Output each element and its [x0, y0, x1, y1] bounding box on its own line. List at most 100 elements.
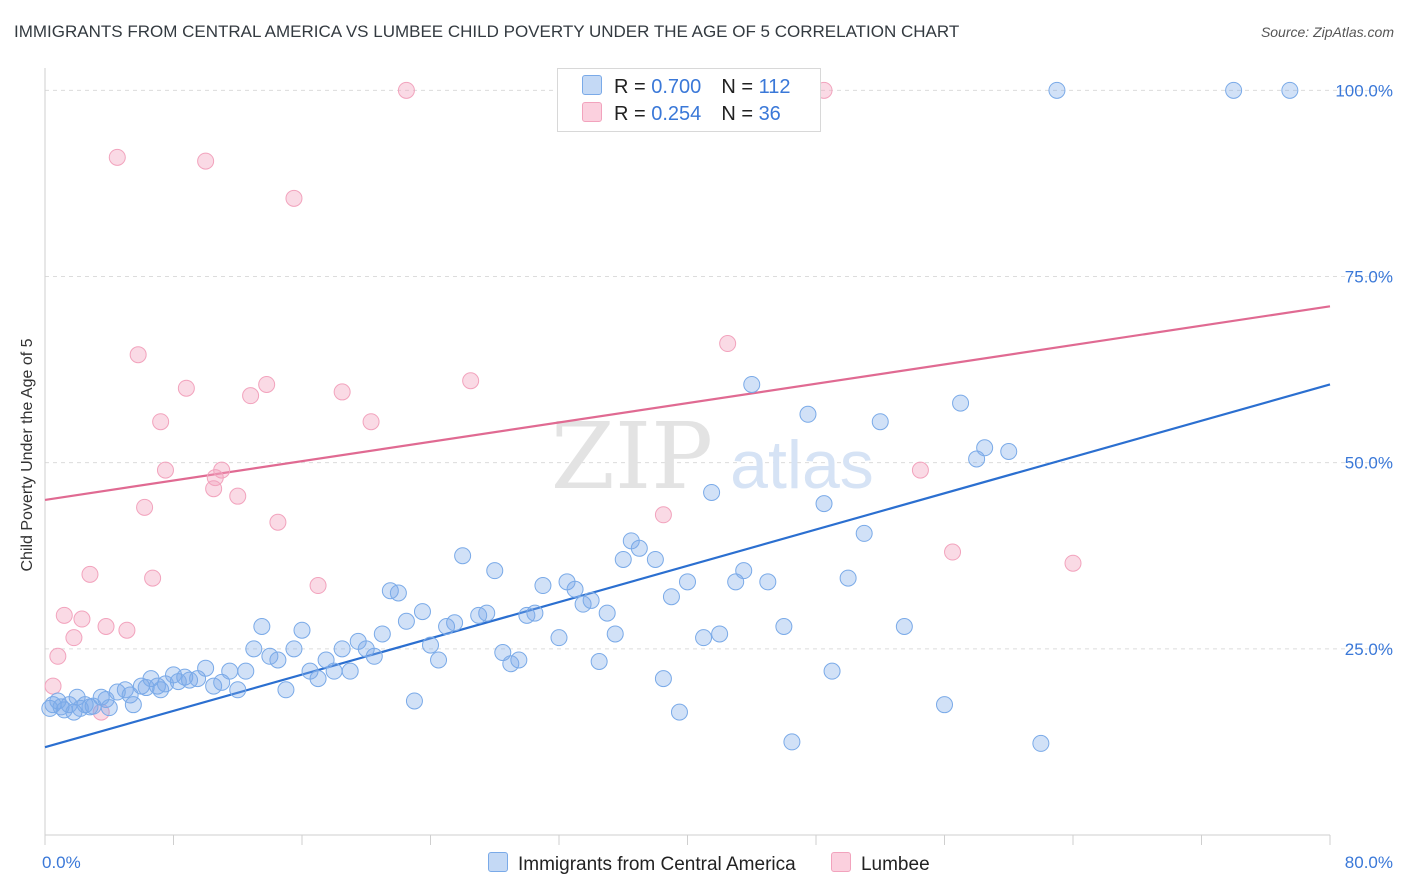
central-america-point [389, 584, 407, 602]
legend-r-label: R = [614, 76, 652, 98]
central-america-point [670, 703, 688, 721]
central-america-point [197, 659, 215, 677]
legend-n-value: 36 [758, 103, 781, 125]
central-america-point [333, 640, 351, 658]
central-america-point [261, 647, 279, 665]
central-america-point [1032, 734, 1050, 752]
lumbee-point [285, 189, 303, 207]
y-axis-label: Child Poverty Under the Age of 5 [19, 338, 36, 572]
lumbee-points [44, 81, 1082, 721]
lumbee-point [362, 413, 380, 431]
trend-lines [44, 305, 1331, 749]
central-america-point [695, 629, 713, 647]
legend-swatch-pink [582, 102, 602, 122]
lumbee-point [136, 498, 154, 516]
series-legend: Immigrants from Central America Lumbee [488, 852, 960, 876]
legend-r-value: 0.254 [651, 103, 702, 125]
central-america-point [325, 662, 343, 680]
central-america-point [654, 670, 672, 688]
central-america-point [606, 625, 624, 643]
lumbee-point [944, 543, 962, 561]
lumbee-point [397, 81, 415, 99]
central-america-point [815, 495, 833, 513]
central-america-trend-line [44, 383, 1331, 749]
central-america-point [871, 413, 889, 431]
lumbee-point [177, 379, 195, 397]
central-america-point [703, 483, 721, 501]
central-america-point [365, 647, 383, 665]
lumbee-point [213, 461, 231, 479]
series-swatch-blue [488, 852, 508, 872]
central-america-point [253, 617, 271, 635]
watermark: ZIP atlas [551, 403, 874, 510]
central-america-point [237, 662, 255, 680]
central-america-point [1048, 81, 1066, 99]
legend-n-value: 112 [758, 76, 791, 98]
central-america-point [936, 696, 953, 714]
lumbee-point [911, 461, 929, 479]
legend-swatch-blue [582, 75, 602, 95]
central-america-point [245, 640, 263, 658]
series-legend-label: Immigrants from Central America [518, 854, 796, 875]
lumbee-point [108, 148, 126, 166]
series-swatch-pink [830, 852, 851, 872]
central-america-point [502, 655, 520, 673]
central-america-point [430, 651, 448, 669]
lumbee-point [309, 577, 327, 595]
central-america-point [413, 603, 431, 621]
series-legend-label: Lumbee [860, 854, 930, 875]
central-america-point [478, 604, 496, 622]
lumbee-point [81, 565, 99, 583]
central-america-points [41, 81, 1299, 752]
central-america-point [679, 573, 696, 591]
lumbee-point [156, 461, 174, 479]
central-america-point [646, 550, 664, 568]
central-america-point [743, 375, 761, 393]
central-america-point [711, 625, 729, 643]
central-america-point [293, 621, 311, 639]
lumbee-point [462, 372, 480, 390]
central-america-point [373, 625, 391, 643]
legend-n-label: N = [721, 76, 759, 98]
central-america-point [550, 629, 568, 647]
central-america-point [285, 640, 303, 658]
lumbee-point [65, 629, 83, 647]
lumbee-point [44, 677, 62, 695]
watermark-zip: ZIP [551, 403, 713, 510]
central-america-point [229, 681, 247, 699]
central-america-point [590, 652, 608, 670]
central-america-point [759, 573, 777, 591]
central-america-point [614, 550, 632, 568]
central-america-point [269, 651, 287, 669]
central-america-point [775, 617, 793, 635]
lumbee-point [197, 152, 215, 170]
central-america-point [574, 595, 592, 613]
central-america-point [100, 699, 118, 717]
central-america-point [566, 580, 584, 598]
lumbee-trend-line [44, 305, 1331, 501]
lumbee-point [242, 387, 260, 405]
central-america-point [976, 439, 994, 457]
central-america-point [534, 577, 552, 595]
central-america-point [124, 696, 142, 714]
central-america-point [422, 636, 439, 654]
y-tick-labels: 25.0% 50.0% 75.0% 100.0% [1335, 81, 1393, 658]
central-america-point [1000, 443, 1018, 460]
legend-row-pink: R = 0.254 N = 36 [582, 102, 781, 126]
central-america-point [454, 547, 472, 565]
central-america-point [735, 562, 753, 580]
central-america-point [895, 617, 913, 635]
gridlines [45, 89, 1392, 650]
lumbee-point [129, 346, 147, 364]
central-america-point [952, 394, 970, 412]
source-credit: Source: ZipAtlas.com [1260, 24, 1394, 40]
central-america-point [510, 651, 528, 669]
series-legend-item-central-america: Immigrants from Central America [488, 852, 796, 876]
x-tick-label-min: 0.0% [42, 853, 81, 872]
central-america-point [486, 562, 504, 580]
central-america-point [1281, 81, 1299, 99]
lumbee-point [269, 513, 287, 531]
legend-r-label: R = [614, 103, 652, 125]
central-america-point [341, 662, 359, 680]
